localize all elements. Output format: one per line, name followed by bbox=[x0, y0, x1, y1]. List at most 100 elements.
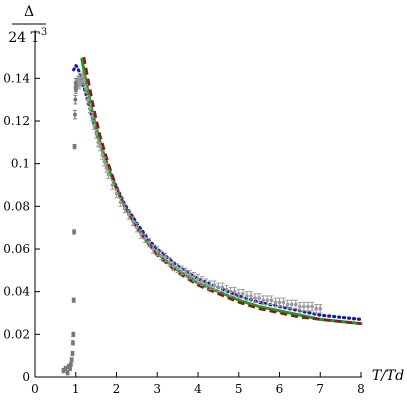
data-point-light bbox=[82, 78, 86, 83]
y-tick-label: 0.08 bbox=[3, 199, 30, 213]
data-point-light bbox=[163, 255, 168, 260]
data-point-light bbox=[106, 172, 111, 177]
data-point-light bbox=[224, 287, 229, 292]
data-point-dark bbox=[73, 84, 78, 89]
x-tick-label: 5 bbox=[235, 382, 243, 396]
data-point-light bbox=[135, 225, 139, 230]
data-point-dark bbox=[72, 112, 77, 117]
y-tick-label: 0.1 bbox=[11, 157, 30, 171]
data-point-light bbox=[269, 298, 274, 303]
data-point-light bbox=[188, 272, 192, 277]
data-point-light bbox=[192, 274, 196, 279]
solid-curve bbox=[80, 57, 363, 326]
data-point-light bbox=[155, 249, 160, 253]
data-point-light bbox=[289, 302, 294, 307]
data-point-light bbox=[143, 236, 147, 241]
data-point-light bbox=[306, 304, 310, 309]
data-point-dark bbox=[70, 340, 75, 345]
data-point-light bbox=[114, 191, 119, 196]
data-point-light bbox=[318, 306, 323, 311]
data-point-light bbox=[151, 247, 155, 251]
data-point-light bbox=[285, 302, 290, 307]
data-point-light bbox=[261, 298, 266, 303]
data-point-dark bbox=[72, 229, 77, 234]
data-point-light bbox=[245, 294, 249, 298]
data-point-light bbox=[204, 281, 208, 285]
x-tick-label: 7 bbox=[316, 382, 324, 396]
y-tick-label: 0.06 bbox=[3, 242, 30, 256]
data-point-dark bbox=[73, 97, 78, 102]
data-point-dark bbox=[70, 351, 75, 356]
data-point-light bbox=[241, 292, 245, 296]
y-tick-label: 0.04 bbox=[3, 285, 30, 299]
x-tick-label: 6 bbox=[276, 382, 284, 396]
data-point-light bbox=[200, 279, 204, 283]
data-point-light bbox=[236, 292, 241, 296]
y-axis-title-numerator: Δ bbox=[24, 4, 34, 20]
data-point-dark bbox=[63, 366, 68, 371]
x-tick-label: 0 bbox=[31, 382, 39, 396]
data-point-light bbox=[122, 206, 127, 211]
y-ticks: 0 0.02 0.04 0.06 0.08 0.1 0.12 0.14 bbox=[3, 71, 40, 384]
x-tick-label: 3 bbox=[153, 382, 161, 396]
data-point-light bbox=[131, 219, 135, 224]
x-tick-label: 8 bbox=[357, 382, 365, 396]
data-point-light bbox=[220, 285, 225, 290]
x-tick-label: 4 bbox=[194, 382, 202, 396]
y-tick-label: 0.02 bbox=[3, 327, 30, 341]
data-point-light bbox=[94, 132, 98, 136]
data-point-light bbox=[104, 166, 109, 170]
data-point-light bbox=[92, 123, 96, 128]
y-axis-title-denominator: 24 T bbox=[8, 30, 40, 46]
y-tick-label: 0 bbox=[22, 370, 30, 384]
data-point-light bbox=[257, 296, 261, 300]
y-axis-title-exponent: 3 bbox=[41, 27, 47, 38]
data-point-light bbox=[310, 304, 314, 309]
data-point-light bbox=[86, 97, 90, 102]
data-point-dark bbox=[71, 298, 76, 303]
data-point-light bbox=[147, 240, 151, 245]
data-point-light bbox=[96, 140, 100, 145]
data-point-light bbox=[212, 283, 217, 288]
x-tick-label: 2 bbox=[113, 382, 121, 396]
data-points bbox=[61, 71, 323, 376]
data-point-light bbox=[126, 213, 131, 217]
data-point-light bbox=[159, 253, 164, 258]
data-point-dark bbox=[72, 144, 77, 149]
data-point-light bbox=[196, 277, 200, 281]
x-tick-label: 1 bbox=[72, 382, 80, 396]
data-point-light bbox=[253, 296, 257, 300]
data-point-light bbox=[183, 270, 188, 275]
data-point-light bbox=[175, 266, 180, 271]
data-point-light bbox=[294, 302, 298, 307]
data-point-light bbox=[110, 183, 115, 187]
data-point-light bbox=[98, 144, 102, 149]
data-point-light bbox=[84, 87, 88, 91]
data-point-light bbox=[102, 159, 107, 164]
data-point-light bbox=[249, 294, 253, 298]
data-point-light bbox=[265, 298, 270, 303]
data-point-light bbox=[208, 283, 213, 288]
y-axis-title: Δ 24 T 3 bbox=[8, 4, 47, 46]
data-point-light bbox=[298, 304, 302, 309]
data-point-light bbox=[79, 80, 83, 85]
data-point-light bbox=[216, 285, 221, 290]
x-ticks: 0 1 2 3 4 5 6 7 8 bbox=[31, 372, 365, 396]
data-point-dark bbox=[65, 370, 70, 375]
data-point-light bbox=[179, 268, 184, 273]
data-point-light bbox=[232, 289, 237, 294]
data-point-dark bbox=[68, 366, 73, 371]
data-point-dark bbox=[71, 332, 76, 337]
y-tick-label: 0.14 bbox=[3, 71, 30, 85]
data-point-light bbox=[302, 304, 306, 309]
y-tick-label: 0.12 bbox=[3, 114, 30, 128]
data-point-light bbox=[273, 300, 278, 305]
data-point-light bbox=[277, 300, 282, 305]
x-axis-title: T/Td bbox=[372, 368, 404, 384]
data-point-light bbox=[167, 260, 172, 264]
data-point-dark bbox=[68, 362, 73, 367]
data-point-light bbox=[139, 232, 143, 236]
data-point-light bbox=[100, 153, 105, 157]
data-point-light bbox=[90, 114, 94, 119]
